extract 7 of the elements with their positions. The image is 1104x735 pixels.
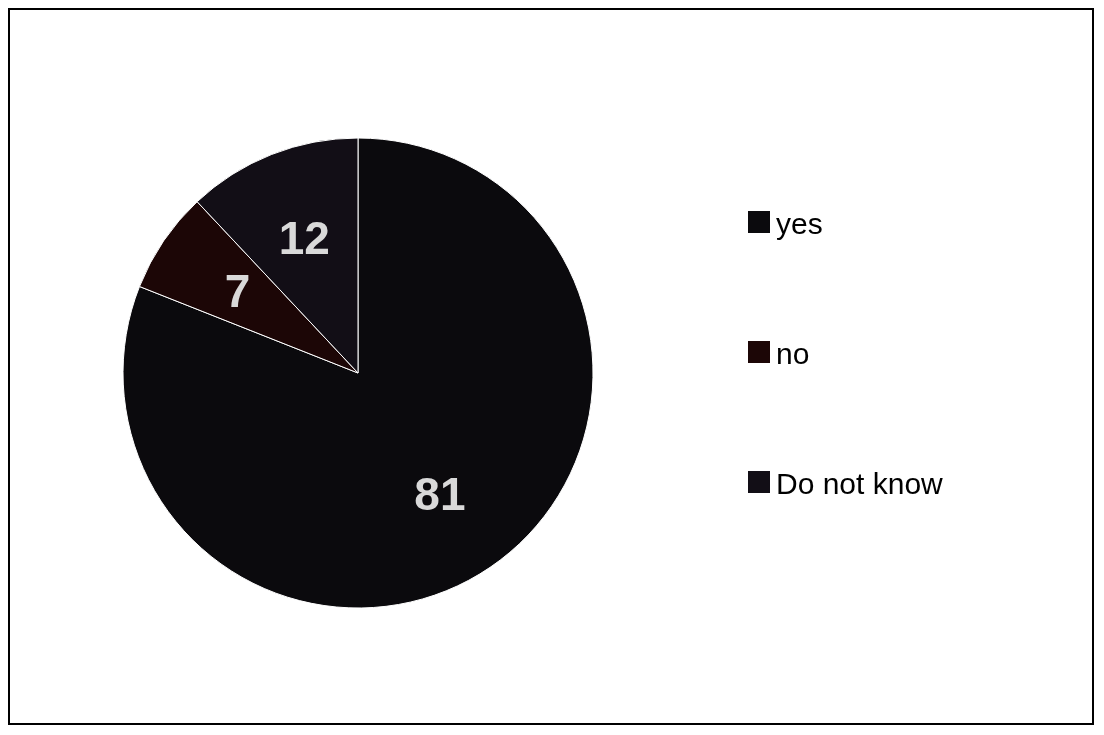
- legend-label: no: [776, 336, 810, 370]
- pie-slice: [122, 137, 594, 609]
- legend-label: yes: [776, 206, 823, 240]
- data-label: 81: [414, 467, 466, 520]
- data-label: 7: [224, 265, 251, 318]
- legend-label: Do not know: [776, 466, 944, 500]
- data-label: 12: [278, 211, 330, 264]
